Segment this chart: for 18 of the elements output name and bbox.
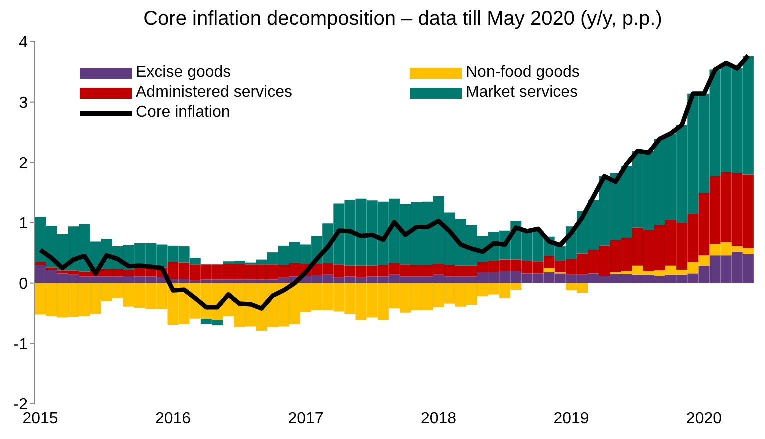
y-tick-label: -1 xyxy=(14,336,28,354)
chart-title: Core inflation decomposition – data till May 2020 (y/y, p.p.) xyxy=(142,8,664,32)
y-tick-label: 2 xyxy=(19,155,28,172)
legend-label: Market services xyxy=(466,84,578,102)
x-tick-label: 2017 xyxy=(288,410,324,428)
legend-label: Core inflation xyxy=(136,104,230,122)
x-tick-label: 2020 xyxy=(686,410,722,428)
x-tick-label: 2016 xyxy=(155,410,192,428)
legend-label: Non-food goods xyxy=(466,64,580,82)
x-tick-label: 2019 xyxy=(554,410,590,428)
y-tick-label: 0 xyxy=(19,276,28,294)
legend-label: Administered services xyxy=(136,84,292,102)
y-tick-label: 3 xyxy=(19,95,28,112)
legend-label: Excise goods xyxy=(136,64,232,82)
y-tick-label: 1 xyxy=(19,216,28,233)
x-tick-label: 2015 xyxy=(22,410,58,428)
x-tick-label: 2018 xyxy=(420,410,457,428)
y-tick-label: 4 xyxy=(19,34,28,52)
